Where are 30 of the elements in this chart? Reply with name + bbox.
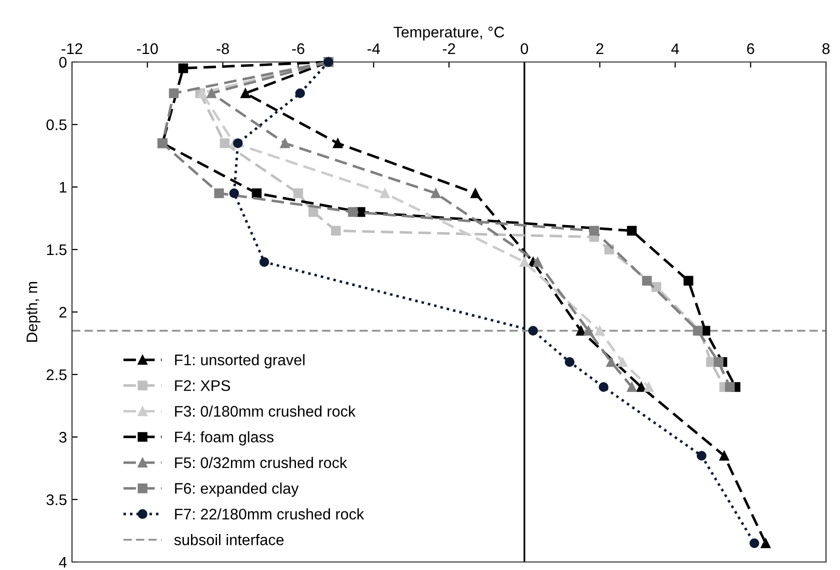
y-tick-label: 0.5	[46, 119, 66, 130]
y-axis-title: Depth, m	[26, 282, 40, 342]
x-tick-label: 2	[596, 43, 604, 54]
y-tick-label: 0	[59, 56, 67, 68]
y-tick-label: 2	[59, 306, 66, 318]
legend-label: subsoil interface	[174, 534, 284, 546]
x-tick-label: -10	[137, 43, 158, 54]
y-tick-label: 4	[58, 557, 67, 568]
legend-label: F7: 22/180mm crushed rock	[175, 508, 364, 520]
x-tick-label: -12	[62, 43, 82, 54]
x-axis-title: Temperature, °C	[394, 26, 504, 41]
legend-label: F6: expanded clay	[175, 482, 299, 497]
legend-label: F3: 0/180mm crushed rock	[175, 406, 356, 417]
legend-label: F4: foam glass	[175, 431, 274, 446]
x-tick-label: -2	[442, 43, 456, 54]
x-tick-label: -8	[216, 43, 229, 54]
y-tick-label: 2.5	[46, 369, 66, 380]
x-tick-label: -6	[292, 43, 304, 54]
legend-label: F2: XPS	[175, 380, 230, 392]
y-tick-label: 1.5	[47, 244, 66, 256]
y-tick-label: 3.5	[46, 494, 66, 506]
legend-label: F5: 0/32mm crushed rock	[175, 456, 348, 468]
legend-label: F1: unsorted gravel	[175, 354, 304, 368]
x-tick-label: 0	[520, 43, 528, 54]
y-tick-label: 3	[59, 432, 66, 443]
x-tick-label: 4	[671, 43, 679, 54]
x-tick-label: -4	[367, 43, 380, 54]
y-tick-label: 1	[60, 182, 66, 193]
x-tick-label: 8	[822, 43, 830, 54]
x-tick-label: 6	[747, 43, 754, 54]
